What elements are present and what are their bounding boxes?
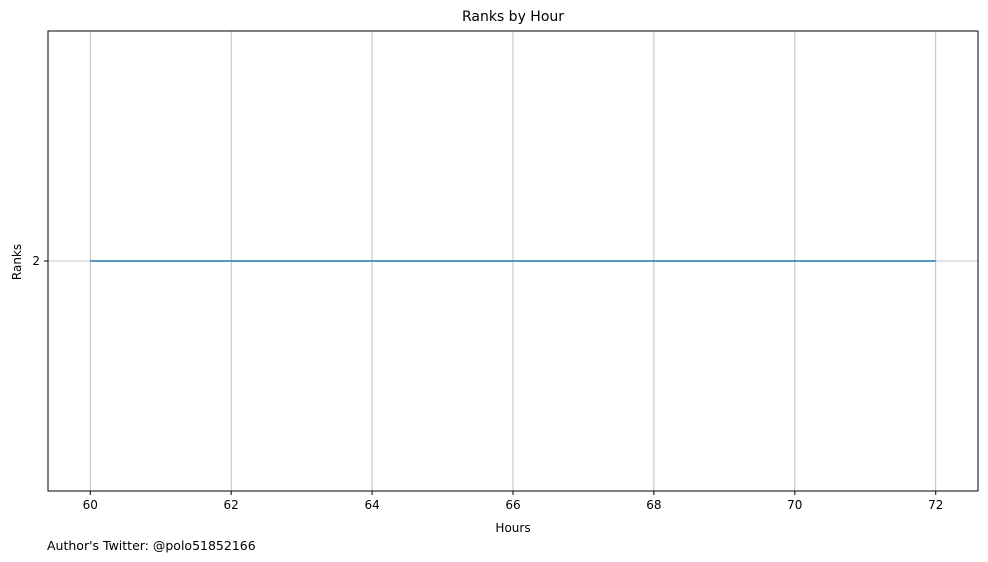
- x-tick-label: 72: [928, 498, 943, 512]
- y-tick-label: 2: [32, 254, 40, 268]
- y-axis-title: Ranks: [10, 244, 24, 280]
- x-axis-ticks: 60 62 64 66 68 70 72: [83, 491, 943, 512]
- x-tick-label: 62: [224, 498, 239, 512]
- x-tick-label: 70: [787, 498, 802, 512]
- x-tick-label: 64: [364, 498, 379, 512]
- author-credit: Author's Twitter: @polo51852166: [47, 538, 256, 553]
- x-tick-label: 68: [646, 498, 661, 512]
- x-tick-label: 60: [83, 498, 98, 512]
- chart-title: Ranks by Hour: [462, 9, 564, 25]
- x-axis-title: Hours: [495, 521, 530, 535]
- x-tick-label: 66: [505, 498, 520, 512]
- y-axis-ticks: 2: [32, 254, 48, 268]
